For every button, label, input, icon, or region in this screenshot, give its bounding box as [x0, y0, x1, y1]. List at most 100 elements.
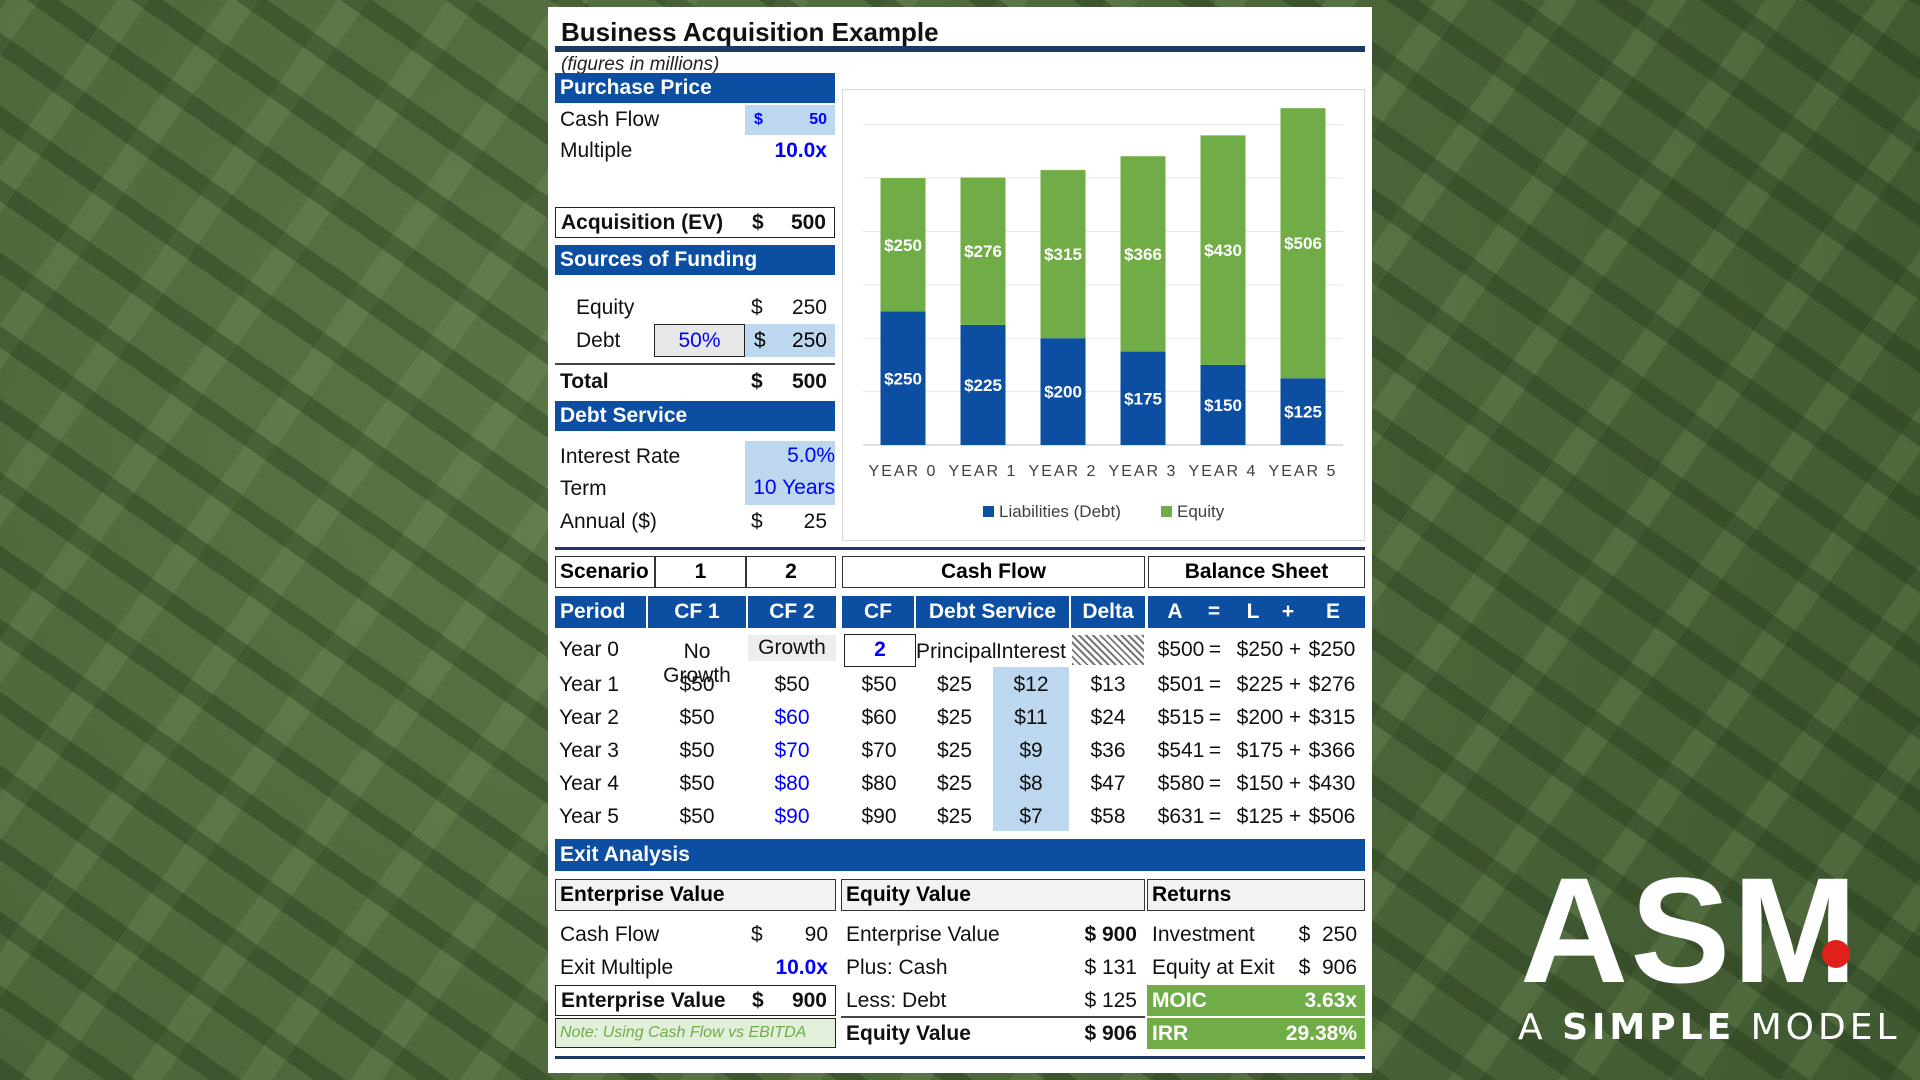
- acquisition-label: Acquisition (EV): [561, 210, 724, 234]
- col-l: L: [1246, 600, 1260, 623]
- debt-value: 250: [791, 328, 827, 352]
- exit-multiple-value[interactable]: 10.0x: [775, 955, 828, 979]
- scenario-2-option[interactable]: 2: [746, 556, 836, 588]
- cell-label: Year 4: [559, 772, 619, 795]
- moic-row: MOIC 3.63x: [1147, 985, 1365, 1016]
- ev-section-header: Enterprise Value: [555, 879, 836, 911]
- debt-bar: [1280, 378, 1326, 445]
- cash-flow-label: Cash Flow: [560, 108, 660, 131]
- debt-bar: [1040, 338, 1086, 445]
- bar-data-label: $175: [1124, 389, 1162, 408]
- cell-cf2: $90: [774, 805, 810, 828]
- col-debt-service: Debt Service: [916, 596, 1069, 628]
- exit-analysis-header: Exit Analysis: [555, 839, 1365, 871]
- equity-at-exit-value: $ 906: [1298, 955, 1357, 979]
- investment-label: Investment: [1152, 922, 1255, 946]
- equity-label: Equity: [576, 296, 635, 319]
- tagline-simple: SIMPLE: [1562, 1007, 1736, 1048]
- multiple-value[interactable]: 10.0x: [774, 139, 827, 162]
- cell-principal: $25: [936, 706, 973, 729]
- cell-cf1: $50: [679, 772, 715, 795]
- debt-service-header: Debt Service: [555, 401, 835, 431]
- cell-l: $150: [1236, 772, 1284, 795]
- cell-plus: +: [1288, 739, 1302, 762]
- term-row: Term: [555, 473, 835, 504]
- legend-swatch: [983, 506, 994, 517]
- asm-logo-mark: ASM: [1520, 846, 1860, 1014]
- cell-cf2: $60: [774, 706, 810, 729]
- cell-e: $430: [1308, 772, 1356, 795]
- cell-e: $366: [1308, 739, 1356, 762]
- col-cf2: CF 2: [748, 596, 836, 628]
- cell-interest: $7: [1019, 805, 1043, 828]
- exit-cash-flow-currency: $: [751, 922, 763, 946]
- irr-label: IRR: [1152, 1021, 1189, 1045]
- debt-percent-value: 50%: [678, 328, 721, 352]
- bar-data-label: $506: [1284, 234, 1322, 253]
- cell-a: $580: [1157, 772, 1205, 795]
- table-row-year0: Year 0 No Growth Growth 2 Principal Inte…: [555, 633, 1365, 687]
- term-value[interactable]: 10 Years: [753, 476, 835, 499]
- investment-row: Investment $ 250: [1147, 919, 1365, 950]
- bar-data-label: $125: [1284, 403, 1322, 422]
- x-tick-label: YEAR 3: [1109, 463, 1178, 480]
- multiple-row: Multiple 10.0x: [555, 136, 835, 166]
- cell-principal: $25: [936, 772, 973, 795]
- title-underline: [555, 46, 1365, 52]
- cell-e: $506: [1308, 805, 1356, 828]
- cell-l: $200: [1236, 706, 1284, 729]
- debt-percent-input[interactable]: 50%: [654, 324, 745, 357]
- equity-at-exit-label: Equity at Exit: [1152, 955, 1275, 979]
- cell-a: $631: [1157, 805, 1205, 828]
- cell-cf1: $50: [679, 739, 715, 762]
- investment-value: $ 250: [1298, 922, 1357, 946]
- annual-row: Annual ($) $ 25: [555, 506, 835, 537]
- cell-label: Year 3: [559, 739, 619, 762]
- plus-cash-label: Plus: Cash: [846, 955, 948, 979]
- cell-principal: $25: [936, 673, 973, 696]
- asm-logo: ASM A SIMPLE MODEL: [1518, 846, 1901, 1048]
- cell-cf1: $50: [679, 706, 715, 729]
- cell-label: Year 2: [559, 706, 619, 729]
- scenario-1-option[interactable]: 1: [655, 556, 746, 588]
- cell-eq: =: [1208, 739, 1222, 762]
- eq-ev-label: Enterprise Value: [846, 922, 1000, 946]
- total-rule: [555, 363, 835, 365]
- col-cf1: CF 1: [648, 596, 746, 628]
- tagline-a: A: [1518, 1007, 1547, 1048]
- interest-column-highlight: [993, 667, 1069, 831]
- col-a: A: [1167, 600, 1183, 623]
- model-sheet: Business Acquisition Example (figures in…: [548, 7, 1372, 1073]
- x-tick-label: YEAR 1: [949, 463, 1018, 480]
- table-row: Year 5 $50 $90 $90 $25 $7 $58 $631 = $125 + $506: [555, 800, 1365, 833]
- equity-bar: [1120, 156, 1166, 352]
- eq-ev-value: $ 900: [1084, 922, 1137, 946]
- cash-flow-currency: $: [754, 111, 763, 128]
- cash-flow-input[interactable]: $ 50: [745, 105, 835, 135]
- total-label: Total: [560, 369, 609, 393]
- irr-value: 29.38%: [1285, 1021, 1357, 1045]
- bottom-rule: [555, 1056, 1365, 1059]
- equity-bar: [960, 177, 1006, 325]
- interest-rate-value[interactable]: 5.0%: [787, 444, 835, 467]
- cell-eq: =: [1208, 673, 1222, 696]
- plus-cash-row: Plus: Cash $ 131: [841, 952, 1145, 983]
- chart-x-axis-labels: YEAR 0 YEAR 1 YEAR 2 YEAR 3 YEAR 4 YEAR 5: [869, 463, 1336, 480]
- cell-cf: $80: [861, 772, 897, 795]
- col-accounting-equation: A = L + E: [1148, 596, 1365, 628]
- scenario-selector-input[interactable]: 2: [844, 634, 916, 667]
- cell-a: $541: [1157, 739, 1205, 762]
- year0-cf1: No Growth: [663, 640, 731, 687]
- col-equals: =: [1207, 600, 1221, 623]
- year0-principal: Principal: [916, 640, 997, 663]
- exit-cash-flow-value: 90: [804, 922, 828, 946]
- cell-l: $225: [1236, 673, 1284, 696]
- cell-plus: +: [1288, 706, 1302, 729]
- cell-cf: $90: [861, 805, 897, 828]
- table-row: Year 4 $50 $80 $80 $25 $8 $47 $580 = $150 + $430: [555, 767, 1365, 800]
- cell-cf: $50: [861, 673, 897, 696]
- cell-cf2: $50: [774, 673, 810, 696]
- asm-tagline: A SIMPLE MODEL: [1518, 1007, 1901, 1048]
- annual-label: Annual ($): [560, 509, 657, 533]
- year0-l: $250: [1236, 638, 1284, 661]
